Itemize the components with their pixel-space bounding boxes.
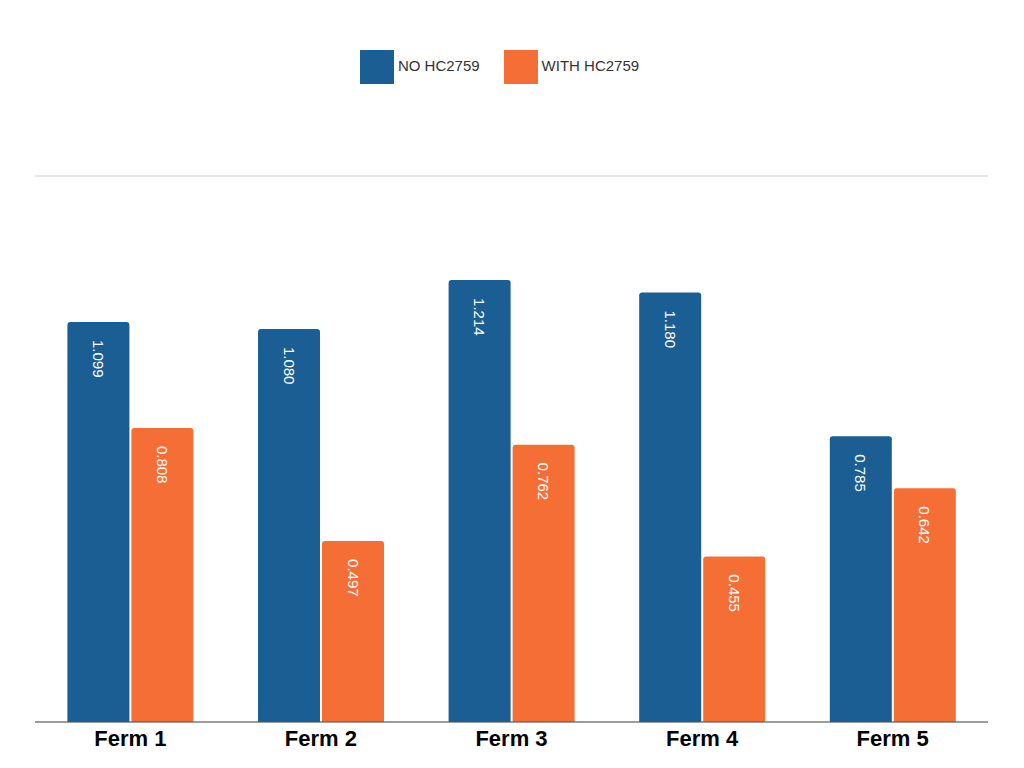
svg-text:Ferm 1: Ferm 1 (94, 726, 166, 751)
svg-text:1.214: 1.214 (471, 298, 488, 336)
svg-text:0.455: 0.455 (726, 574, 743, 612)
svg-text:Ferm 3: Ferm 3 (475, 726, 547, 751)
svg-text:Ferm 2: Ferm 2 (285, 726, 357, 751)
svg-text:0.808: 0.808 (154, 446, 171, 484)
svg-text:1.180: 1.180 (662, 310, 679, 348)
svg-text:Ferm 5: Ferm 5 (857, 726, 929, 751)
svg-text:0.497: 0.497 (345, 559, 362, 597)
html-text:NO HC2759: NO HC2759 (397, 57, 480, 74)
svg-text:1.080: 1.080 (281, 347, 298, 385)
svg-text:1.099: 1.099 (90, 340, 107, 378)
svg-text:Ferm 4: Ferm 4 (666, 726, 739, 751)
svg-text:0.785: 0.785 (852, 454, 869, 492)
svg-text:0.642: 0.642 (916, 506, 933, 544)
html-text:WITH HC2759: WITH HC2759 (541, 57, 640, 74)
svg-text:0.762: 0.762 (535, 463, 552, 501)
